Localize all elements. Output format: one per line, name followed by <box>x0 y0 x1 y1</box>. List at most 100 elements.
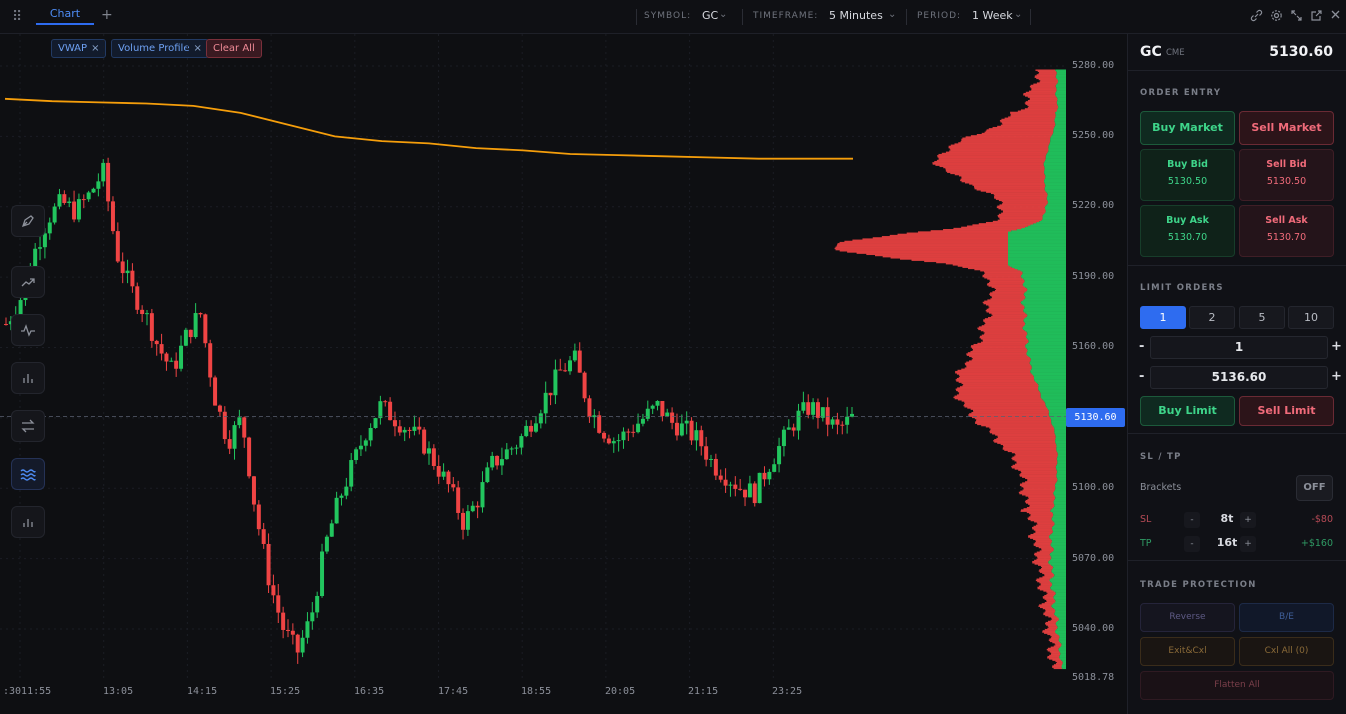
volume-profile-bar <box>1031 365 1066 367</box>
volume-profile-bar <box>1047 647 1059 650</box>
chevron-down-icon[interactable]: ⌄ <box>888 9 897 20</box>
indicator-chip-label: Volume Profile <box>118 43 190 54</box>
volume-profile-bar <box>1044 183 1066 185</box>
volume-profile-bar <box>1031 89 1057 91</box>
volume-tool-button[interactable] <box>11 506 45 538</box>
drawing-tool-button[interactable] <box>11 205 45 237</box>
sell-market-button[interactable]: Sell Market <box>1239 111 1334 145</box>
volume-profile-tool-button[interactable] <box>11 458 45 490</box>
volume-profile-bar <box>1008 255 1066 258</box>
buy-ask-button[interactable]: Buy Ask 5130.70 <box>1140 205 1235 257</box>
qty-option-2[interactable]: 2 <box>1189 306 1235 329</box>
volume-profile-bar <box>1049 416 1066 419</box>
indicator-chip-vwap[interactable]: VWAP × <box>51 39 107 58</box>
volume-profile-bar <box>1048 562 1066 564</box>
tp-decrement-button[interactable]: - <box>1184 536 1200 552</box>
candle-body <box>499 459 504 466</box>
price-increment-button[interactable]: + <box>1331 369 1342 384</box>
volume-profile-bar <box>1050 509 1066 511</box>
price-decrement-button[interactable]: - <box>1139 369 1145 384</box>
add-tab-button[interactable]: + <box>101 7 113 23</box>
sl-increment-button[interactable]: + <box>1240 512 1256 528</box>
expand-icon[interactable] <box>1290 9 1303 25</box>
exit-cancel-button[interactable]: Exit&Cxl <box>1140 637 1235 666</box>
buy-limit-button[interactable]: Buy Limit <box>1140 396 1235 426</box>
volume-profile-bar <box>1012 456 1058 458</box>
buy-market-button[interactable]: Buy Market <box>1140 111 1235 145</box>
volume-profile-bar <box>1022 271 1066 273</box>
limit-price-input[interactable]: 5136.60 <box>1150 366 1328 389</box>
bars-tool-button[interactable] <box>11 362 45 394</box>
volume-profile-bar <box>1056 628 1066 631</box>
brackets-toggle[interactable]: OFF <box>1296 475 1333 501</box>
trend-tool-button[interactable] <box>11 266 45 298</box>
compare-tool-button[interactable] <box>11 410 45 442</box>
candle-body <box>251 476 256 505</box>
cancel-all-button[interactable]: Cxl All (0) <box>1239 637 1334 666</box>
price-chart[interactable] <box>0 34 1127 714</box>
qty-decrement-button[interactable]: - <box>1139 339 1145 354</box>
volume-profile-bar <box>1025 91 1056 94</box>
volume-profile-bar <box>1055 441 1066 443</box>
buy-bid-button[interactable]: Buy Bid 5130.50 <box>1140 149 1235 201</box>
timeframe-select[interactable]: 5 Minutes <box>829 9 883 22</box>
qty-increment-button[interactable]: + <box>1331 339 1342 354</box>
indicator-tool-button[interactable] <box>11 314 45 346</box>
chevron-down-icon[interactable]: ⌄ <box>1014 9 1023 20</box>
volume-profile-bar <box>1050 637 1060 639</box>
volume-profile-bar <box>1051 532 1066 535</box>
tp-increment-button[interactable]: + <box>1240 536 1256 552</box>
volume-profile-bar <box>1027 338 1066 340</box>
flatten-all-button[interactable]: Flatten All <box>1140 671 1334 700</box>
volume-profile-bar <box>1036 381 1066 383</box>
sell-limit-button[interactable]: Sell Limit <box>1239 396 1334 426</box>
close-icon[interactable]: × <box>193 43 202 54</box>
close-icon[interactable] <box>1330 9 1341 23</box>
candle-body <box>397 426 402 433</box>
gear-icon[interactable] <box>1270 9 1283 25</box>
volume-profile-bar <box>966 361 1030 363</box>
volume-profile-bar <box>970 408 1048 410</box>
candle-body <box>305 621 310 638</box>
sell-ask-button[interactable]: Sell Ask 5130.70 <box>1239 205 1334 257</box>
sl-decrement-button[interactable]: - <box>1184 512 1200 528</box>
period-select[interactable]: 1 Week <box>972 9 1013 22</box>
clear-all-button[interactable]: Clear All <box>206 39 262 58</box>
volume-profile-bar <box>958 175 1046 177</box>
candle-body <box>47 222 52 234</box>
popout-icon[interactable] <box>1310 9 1323 25</box>
candle-body <box>558 369 563 371</box>
qty-option-5[interactable]: 5 <box>1239 306 1285 329</box>
volume-profile-bar <box>1036 551 1052 553</box>
qty-option-1[interactable]: 1 <box>1140 306 1186 329</box>
qty-input[interactable]: 1 <box>1150 336 1328 359</box>
volume-profile-bar <box>987 278 1024 280</box>
panel-price: 5130.60 <box>1269 44 1333 60</box>
qty-option-10[interactable]: 10 <box>1288 306 1334 329</box>
volume-profile-bar <box>950 149 1049 151</box>
volume-profile-bar <box>1040 396 1066 399</box>
symbol-select[interactable]: GC <box>702 9 719 22</box>
tab-chart[interactable]: Chart <box>36 7 94 25</box>
drag-handle-icon[interactable]: ⠿ <box>12 9 23 25</box>
volume-profile-bar <box>1044 575 1055 577</box>
candle-body <box>490 455 495 468</box>
reverse-button[interactable]: Reverse <box>1140 603 1235 632</box>
breakeven-button[interactable]: B/E <box>1239 603 1334 632</box>
volume-profile-bar <box>1057 462 1066 464</box>
volume-profile-bar <box>1049 553 1066 556</box>
volume-profile-bar <box>1048 145 1066 148</box>
volume-profile-bar <box>1036 77 1057 80</box>
volume-profile-bar <box>1008 257 1066 259</box>
volume-profile-bar <box>1031 366 1066 368</box>
volume-profile-bar <box>1056 89 1066 91</box>
chevron-down-icon[interactable]: ⌄ <box>719 9 728 20</box>
close-icon[interactable]: × <box>91 43 100 54</box>
volume-profile-bar <box>1020 470 1058 473</box>
sell-bid-button[interactable]: Sell Bid 5130.50 <box>1239 149 1334 201</box>
volume-profile-bar <box>1050 543 1066 545</box>
volume-profile-bar <box>1045 610 1056 612</box>
volume-profile-bar <box>1052 132 1066 135</box>
indicator-chip-volume-profile[interactable]: Volume Profile × <box>111 39 209 58</box>
link-icon[interactable] <box>1250 9 1263 25</box>
